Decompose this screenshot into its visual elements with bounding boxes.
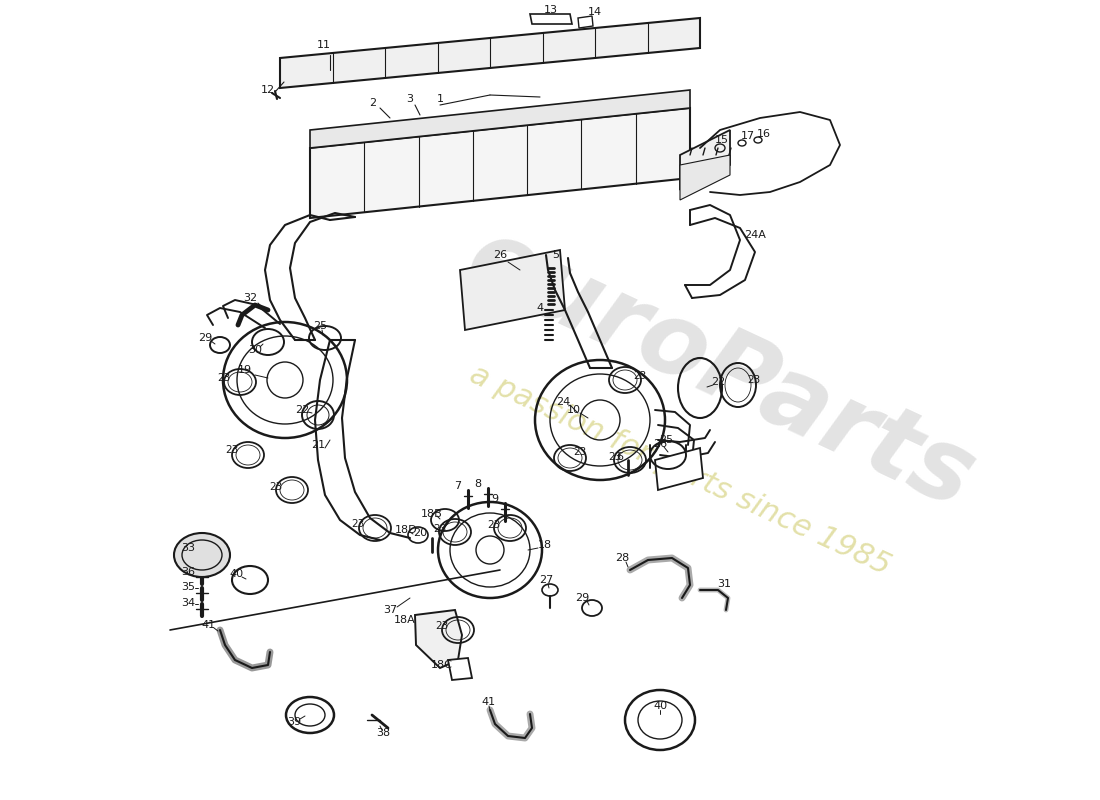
Text: 23: 23 (436, 621, 449, 631)
Polygon shape (654, 448, 703, 490)
Text: 25: 25 (312, 321, 327, 331)
Text: 18A: 18A (394, 615, 416, 625)
Text: 18B: 18B (421, 509, 443, 519)
Text: 18D: 18D (395, 525, 417, 535)
Text: 26: 26 (493, 250, 507, 260)
Text: 12: 12 (261, 85, 275, 95)
Text: 29: 29 (575, 593, 590, 603)
Text: 23: 23 (634, 371, 647, 381)
Polygon shape (448, 658, 472, 680)
Text: 1: 1 (437, 94, 443, 104)
Polygon shape (310, 108, 690, 218)
Text: 6: 6 (616, 452, 624, 462)
Text: 5: 5 (552, 250, 560, 260)
Text: 23: 23 (487, 520, 500, 530)
Text: 35: 35 (182, 582, 195, 592)
Text: 13: 13 (544, 5, 558, 15)
Text: 9: 9 (492, 494, 498, 504)
Text: 31: 31 (717, 579, 732, 589)
Text: 18C: 18C (431, 660, 453, 670)
Text: 4: 4 (537, 303, 543, 313)
Polygon shape (415, 610, 462, 668)
Text: 24: 24 (556, 397, 570, 407)
Text: 2: 2 (370, 98, 376, 108)
Text: 40: 40 (229, 569, 243, 579)
Text: 22: 22 (711, 377, 725, 387)
Polygon shape (578, 16, 593, 28)
Text: 41: 41 (201, 620, 216, 630)
Text: 23: 23 (747, 375, 760, 385)
Text: euroParts: euroParts (451, 210, 989, 530)
Text: 25: 25 (659, 435, 673, 445)
Text: 16: 16 (757, 129, 771, 139)
Text: 23: 23 (218, 373, 231, 383)
Text: 33: 33 (182, 543, 195, 553)
Text: 18: 18 (538, 540, 552, 550)
Text: 23: 23 (270, 482, 283, 492)
Text: 15: 15 (715, 135, 729, 145)
Polygon shape (460, 250, 565, 330)
Text: 40: 40 (653, 701, 667, 711)
Text: 22: 22 (295, 405, 309, 415)
Text: 23: 23 (573, 447, 586, 457)
Text: 23: 23 (608, 452, 622, 462)
Text: 36: 36 (182, 567, 195, 577)
Text: 28: 28 (615, 553, 629, 563)
Text: 19: 19 (238, 365, 252, 375)
Polygon shape (530, 14, 572, 24)
Text: 26: 26 (653, 439, 667, 449)
Text: 29: 29 (198, 333, 212, 343)
Polygon shape (310, 90, 690, 148)
Text: 11: 11 (317, 40, 331, 50)
Text: 38: 38 (376, 728, 390, 738)
Text: 3: 3 (407, 94, 414, 104)
Text: 23: 23 (433, 524, 447, 534)
Text: 10: 10 (566, 405, 581, 415)
Text: 21: 21 (311, 440, 326, 450)
Text: 7: 7 (454, 481, 462, 491)
Text: 41: 41 (481, 697, 495, 707)
Text: 20: 20 (412, 528, 427, 538)
Text: 30: 30 (248, 345, 262, 355)
Text: 8: 8 (474, 479, 482, 489)
Text: 37: 37 (383, 605, 397, 615)
Polygon shape (680, 155, 730, 200)
Text: 24A: 24A (744, 230, 766, 240)
Text: 39: 39 (287, 717, 301, 727)
Text: 23: 23 (351, 519, 364, 529)
Text: 14: 14 (587, 7, 602, 17)
Polygon shape (680, 130, 730, 190)
Text: 23: 23 (226, 445, 239, 455)
Text: 27: 27 (539, 575, 553, 585)
Text: 32: 32 (243, 293, 257, 303)
Text: 17: 17 (741, 131, 755, 141)
Polygon shape (280, 18, 700, 88)
Text: 34: 34 (180, 598, 195, 608)
Text: a passion for parts since 1985: a passion for parts since 1985 (465, 359, 895, 581)
Ellipse shape (174, 533, 230, 577)
